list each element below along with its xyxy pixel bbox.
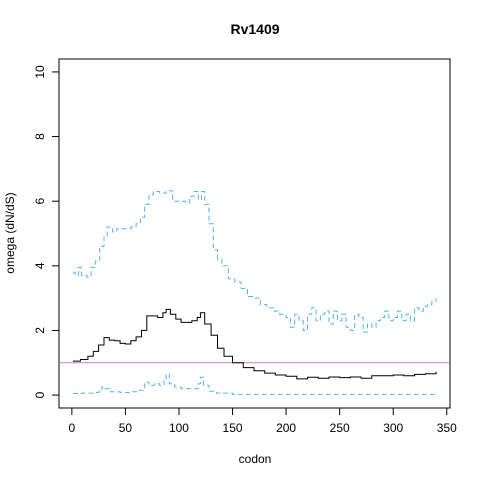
x-tick-label: 350 [437, 421, 457, 435]
x-axis-label: codon [239, 452, 272, 466]
y-tick-label: 8 [33, 133, 47, 140]
plot-frame [58, 58, 451, 409]
series-line-0 [72, 308, 437, 380]
y-tick-label: 4 [33, 262, 47, 269]
y-tick-label: 10 [33, 65, 47, 79]
y-tick-label: 0 [33, 391, 47, 398]
series-group [72, 190, 437, 395]
x-tick-label: 100 [169, 421, 189, 435]
x-tick-label: 200 [276, 421, 296, 435]
x-tick-label: 150 [223, 421, 243, 435]
y-tick-label: 2 [33, 327, 47, 334]
series-line-2 [72, 373, 437, 395]
series-line-1 [72, 190, 437, 333]
x-tick-label: 250 [330, 421, 350, 435]
y-tick-label: 6 [33, 198, 47, 205]
x-tick-label: 50 [119, 421, 133, 435]
y-axis-label: omega (dN/dS) [3, 192, 17, 273]
x-tick-label: 300 [383, 421, 403, 435]
x-tick-label: 0 [69, 421, 76, 435]
chart-title: Rv1409 [230, 21, 279, 37]
axis-ticks: 0 50 100 150 200 250 300 350 0 2 4 6 8 10 [33, 65, 457, 435]
